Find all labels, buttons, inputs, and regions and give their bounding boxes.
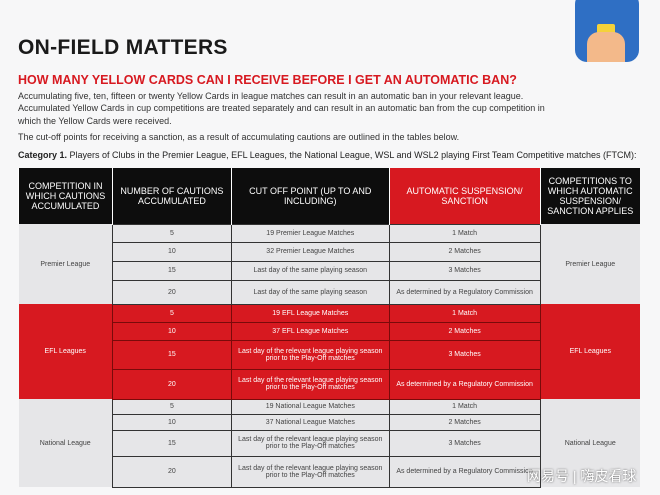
table-row: Premier League 5 19 Premier League Matches…	[18, 223, 640, 304]
cutoff-paragraph: The cut-off points for receiving a sanct…	[18, 132, 460, 142]
applies-cell: EFL Leagues	[540, 304, 640, 399]
column-header: CUT OFF POINT (UP TO AND INCLUDING)	[230, 168, 390, 224]
sanction-cell: 1 Match	[388, 303, 541, 323]
competition-cell: EFL Leagues	[18, 304, 113, 399]
cutoff-cell: 32 Premier League Matches	[230, 241, 390, 262]
sanction-cell: 2 Matches	[388, 321, 541, 341]
applies-cell: National League	[540, 399, 640, 487]
table-row: 15 Last day of the same playing season 3 M…	[19, 260, 641, 281]
applies-cell: Premier League	[540, 224, 640, 304]
table-row: 10 37 National League Matches 2 Matches	[19, 413, 641, 431]
table-row: 20 Last day of the relevant league playin…	[19, 368, 641, 400]
cautions-cell: 20	[111, 455, 232, 488]
yellow-card-hand-icon	[575, 0, 639, 62]
cutoff-cell: 37 EFL League Matches	[230, 321, 390, 341]
cautions-cell: 20	[111, 368, 232, 400]
cutoff-cell: Last day of the relevant league playing …	[230, 368, 390, 400]
cutoff-cell: 37 National League Matches	[230, 413, 390, 431]
cautions-cell: 10	[111, 321, 232, 341]
cautions-cell: 15	[111, 260, 232, 281]
page-title: ON-FIELD MATTERS	[18, 36, 228, 59]
cutoff-cell: 19 EFL League Matches	[230, 303, 390, 323]
watermark: 网易号 | 嗨皮看球	[527, 468, 637, 484]
sanction-cell: 2 Matches	[388, 413, 541, 431]
intro-paragraph: Accumulating five, ten, fifteen or twent…	[18, 91, 545, 126]
cautions-cell: 15	[111, 429, 232, 457]
sanction-cell: As determined by a Regulatory Commission	[388, 368, 541, 400]
competition-cell: National League	[18, 399, 113, 487]
column-header: AUTOMATIC SUSPENSION/ SANCTION	[388, 168, 541, 224]
cautions-cell: 20	[111, 279, 232, 305]
cutoff-cell: Last day of the relevant league playing …	[230, 339, 390, 370]
column-header: COMPETITIONS TO WHICH AUTOMATIC SUSPENSI…	[539, 168, 640, 224]
sanction-cell: 3 Matches	[388, 260, 541, 281]
cutoff-cell: Last day of the same playing season	[230, 260, 390, 281]
cautions-cell: 5	[111, 303, 232, 323]
column-header: NUMBER OF CAUTIONS ACCUMULATED	[111, 168, 232, 224]
sanction-cell: As determined by a Regulatory Commission	[388, 455, 541, 488]
sanction-cell: 1 Match	[388, 398, 541, 415]
table-row: 20 Last day of the relevant league playin…	[19, 455, 641, 488]
cutoff-cell: Last day of the relevant league playing …	[230, 455, 390, 488]
yellow-card-table: COMPETITION IN WHICH CAUTIONS ACCUMULATE…	[18, 168, 640, 488]
competition-cell: Premier League	[18, 224, 113, 304]
table-row: EFL Leagues 5 19 EFL League Matches 1 Match…	[18, 303, 640, 399]
table-row: 15 Last day of the relevant league playin…	[19, 429, 641, 457]
sanction-cell: 3 Matches	[388, 429, 541, 457]
cautions-cell: 15	[111, 339, 232, 370]
cutoff-cell: Last day of the relevant league playing …	[230, 429, 390, 457]
cutoff-cell: 19 National League Matches	[230, 398, 390, 415]
section-subtitle: HOW MANY YELLOW CARDS CAN I RECEIVE BEFO…	[18, 73, 517, 87]
table-row: 20 Last day of the same playing season As …	[19, 279, 641, 305]
sanction-cell: 1 Match	[388, 223, 541, 243]
column-header: COMPETITION IN WHICH CAUTIONS ACCUMULATE…	[18, 168, 113, 224]
sanction-cell: 2 Matches	[388, 241, 541, 262]
category-line: Category 1. Players of Clubs in the Prem…	[18, 150, 637, 160]
cautions-cell: 5	[111, 223, 232, 243]
table-row: National League 5 19 National League Match…	[18, 398, 640, 487]
cutoff-cell: 19 Premier League Matches	[230, 223, 390, 243]
cautions-cell: 10	[111, 241, 232, 262]
cautions-cell: 10	[111, 413, 232, 431]
sanction-cell: 3 Matches	[388, 339, 541, 370]
table-row: 10 37 EFL League Matches 2 Matches	[19, 321, 641, 341]
cutoff-cell: Last day of the same playing season	[230, 279, 390, 305]
sanction-cell: As determined by a Regulatory Commission	[388, 279, 541, 305]
cautions-cell: 5	[111, 398, 232, 415]
